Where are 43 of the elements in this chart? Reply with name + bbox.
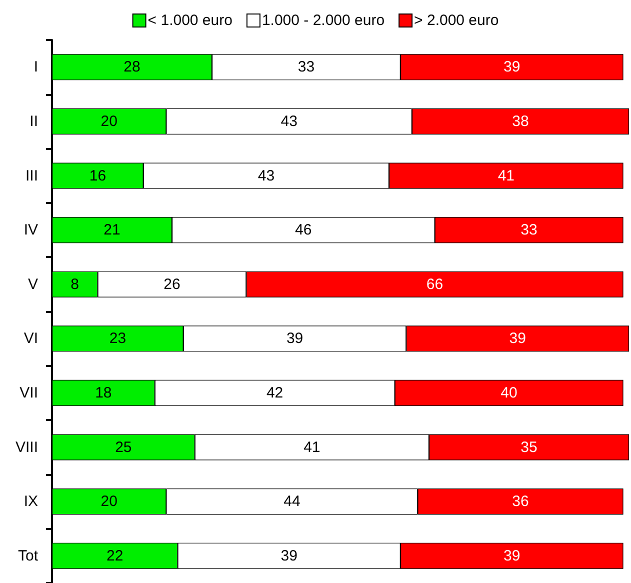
data-label: 20 (100, 112, 118, 130)
data-label: 46 (295, 222, 312, 239)
data-label: 39 (504, 58, 520, 76)
data-label: 21 (104, 222, 120, 239)
data-label: 39 (504, 547, 520, 564)
y-tick-label: II (30, 112, 38, 130)
legend-label: < 1.000 euro (148, 12, 232, 29)
legend-label: > 2.000 euro (414, 12, 499, 29)
y-tick-label: IV (24, 222, 38, 239)
data-label: 33 (520, 222, 538, 239)
data-label: 42 (266, 384, 284, 402)
legend-label: 1.000 - 2.000 euro (262, 12, 385, 29)
y-tick-label: VII (20, 384, 38, 402)
data-label: 43 (258, 167, 275, 184)
data-label: 23 (109, 330, 126, 348)
data-label: 20 (100, 493, 118, 510)
data-label: 8 (70, 276, 80, 293)
y-tick-label: VIII (15, 438, 38, 456)
data-label: 35 (520, 438, 538, 456)
data-label: 66 (426, 276, 444, 293)
data-label: 39 (286, 330, 304, 348)
data-label: 39 (280, 547, 298, 564)
data-label: 41 (498, 167, 515, 184)
data-label: 39 (509, 330, 526, 348)
data-label: 41 (304, 438, 320, 456)
y-tick-label: Tot (18, 547, 39, 564)
data-label: 33 (298, 58, 315, 76)
y-tick-label: III (25, 167, 38, 184)
data-label: 28 (124, 58, 140, 76)
data-label: 25 (115, 438, 132, 456)
data-label: 18 (95, 384, 112, 402)
data-label: 43 (280, 112, 298, 130)
data-label: 38 (512, 112, 529, 130)
data-label: 16 (89, 167, 106, 184)
data-label: 40 (500, 384, 518, 402)
data-label: 26 (164, 276, 180, 293)
y-tick-label: I (34, 58, 38, 76)
data-label: 36 (512, 493, 529, 510)
data-label: 22 (106, 547, 124, 564)
y-tick-label: VI (24, 330, 38, 348)
y-tick-label: IX (24, 493, 38, 510)
data-label: 44 (284, 493, 300, 510)
y-tick-label: V (28, 276, 38, 293)
